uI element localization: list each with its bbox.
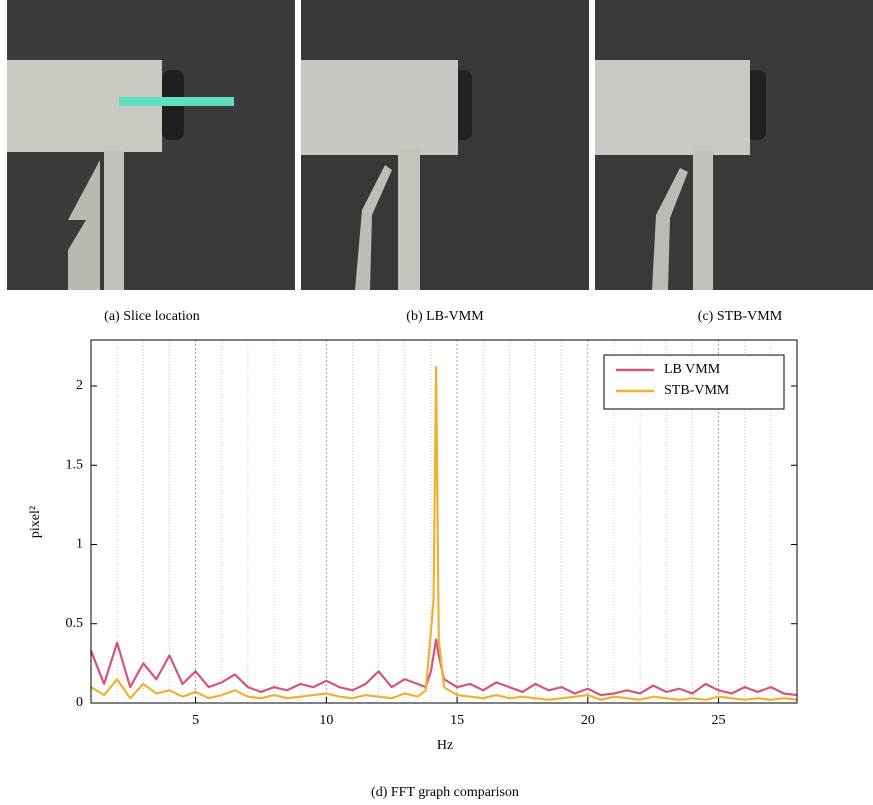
plot: 5 10 15 20 25 0 0.5 1 1.5 2 LB VMM STB-VMM bbox=[66, 339, 798, 728]
caption: (a) Slice location bbox=[104, 309, 200, 324]
x-tick-label: 25 bbox=[712, 713, 726, 728]
y-tick-label: 0.5 bbox=[66, 616, 84, 631]
y-tick-label: 2 bbox=[76, 378, 83, 393]
x-tick-label: 10 bbox=[319, 713, 333, 728]
y-tick-label: 0 bbox=[76, 695, 83, 710]
panel-c bbox=[595, 0, 873, 290]
caption: (c) STB-VMM bbox=[698, 309, 783, 324]
x-tick-label: 5 bbox=[192, 713, 199, 728]
x-tick-label: 15 bbox=[450, 713, 464, 728]
x-tick-label: 20 bbox=[581, 713, 595, 728]
legend-label: STB-VMM bbox=[664, 383, 730, 398]
series-line bbox=[89, 638, 798, 697]
panel-b bbox=[301, 0, 589, 290]
chart-caption: (d) FFT graph comparison bbox=[371, 785, 519, 800]
panel-a bbox=[7, 0, 295, 290]
y-tick-label: 1 bbox=[76, 537, 83, 552]
caption: (b) LB-VMM bbox=[406, 309, 484, 324]
y-tick-label: 1.5 bbox=[66, 457, 84, 472]
plot-frame bbox=[90, 339, 798, 704]
series-line bbox=[90, 365, 798, 701]
x-axis-label: Hz bbox=[437, 738, 453, 753]
legend-box bbox=[603, 354, 785, 410]
y-axis-label: pixel² bbox=[28, 506, 43, 538]
legend-label: LB VMM bbox=[664, 362, 721, 377]
